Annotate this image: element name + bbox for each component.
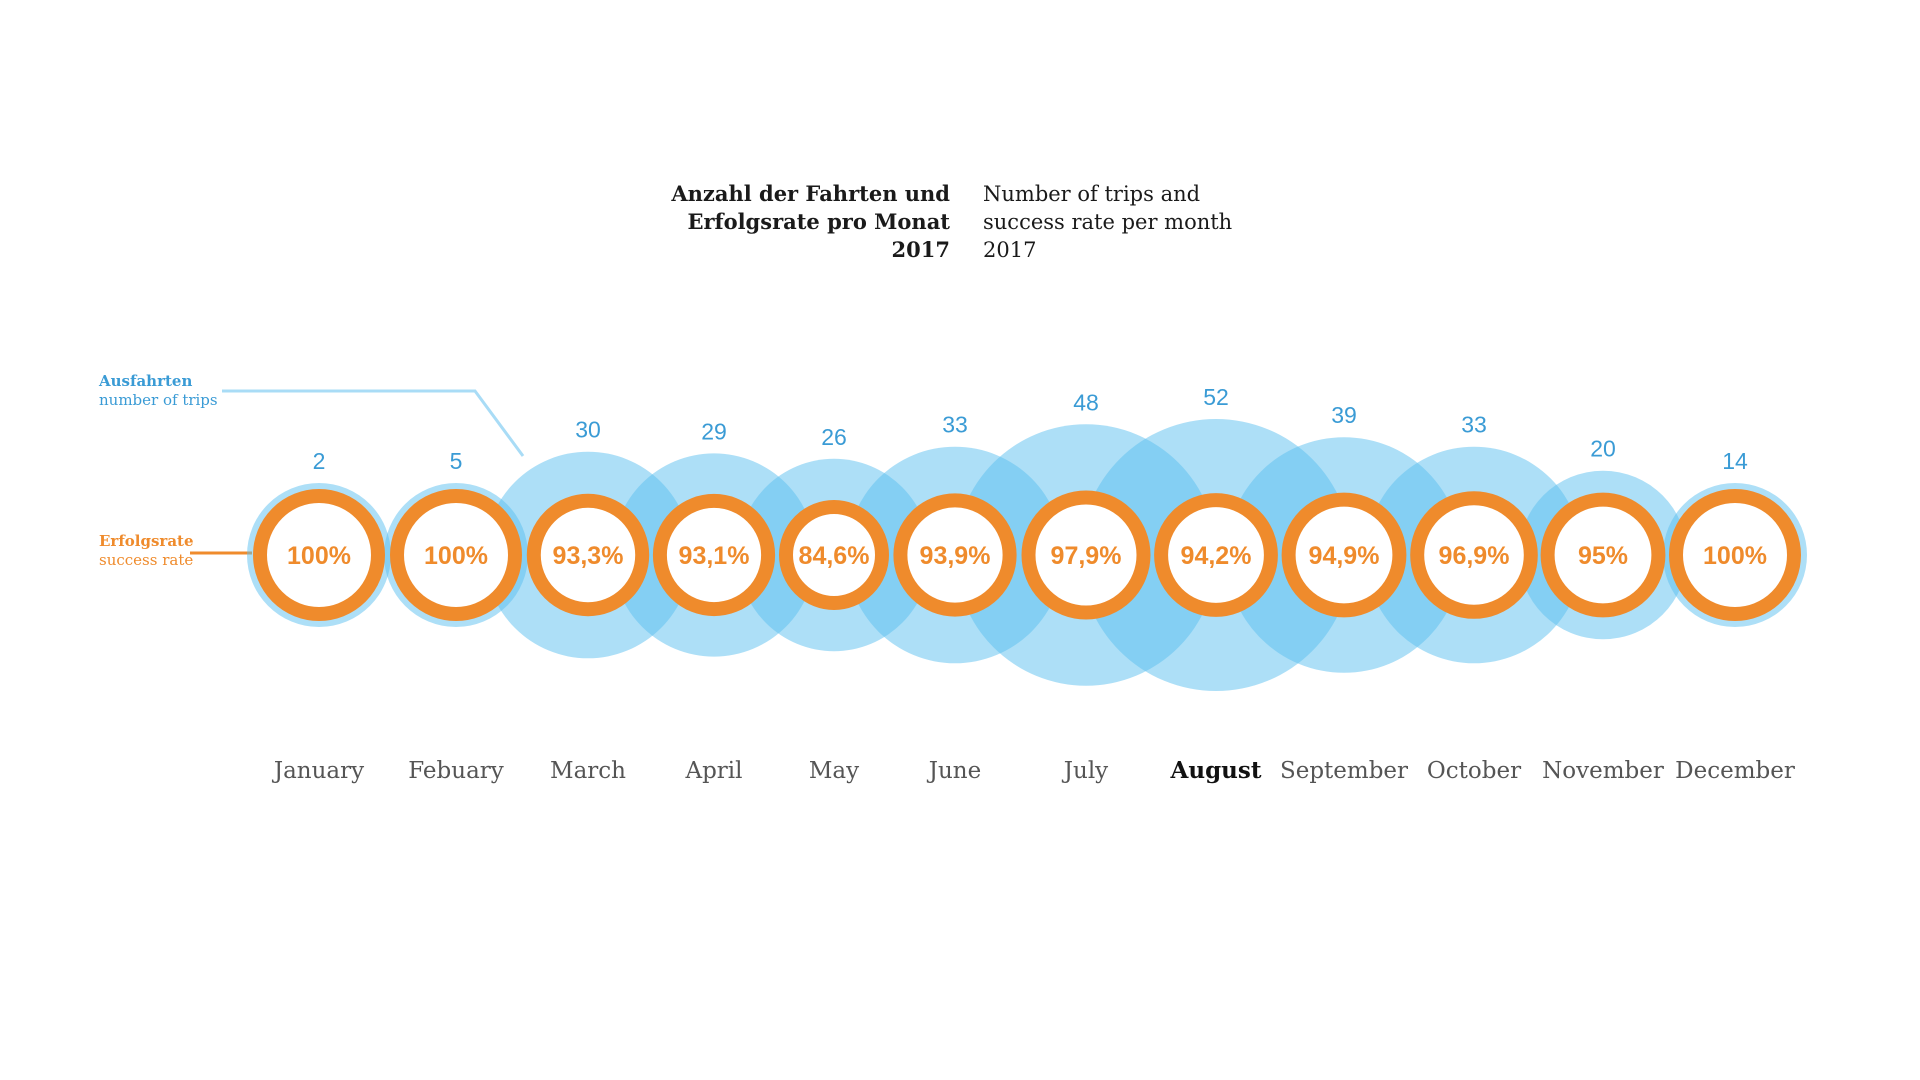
month-label-january: January <box>272 758 364 784</box>
rate-ring-november <box>1540 492 1666 618</box>
legend-leader-lines <box>190 389 525 555</box>
month-label-april: April <box>684 758 742 784</box>
trip-count-april: 29 <box>701 418 727 444</box>
month-label-march: March <box>550 758 626 784</box>
rate-value-june: 93,9% <box>920 542 991 570</box>
legend-trips: Ausfahrten number of trips <box>99 372 218 410</box>
legend-rate-en: success rate <box>99 551 194 569</box>
month-label-november: November <box>1542 758 1664 784</box>
trip-count-august: 52 <box>1203 384 1229 410</box>
rate-ring-december <box>1669 489 1801 621</box>
month-label-december: December <box>1675 758 1795 784</box>
trip-count-december: 14 <box>1722 448 1748 474</box>
rate-value-october: 96,9% <box>1439 542 1510 570</box>
rate-ring-october <box>1410 491 1538 619</box>
rate-labels: 100% 100% 93,3% 93,1% 84,6% 93,9% 97,9% 94,2% 94… <box>287 542 1767 570</box>
rate-ring-march <box>526 493 650 617</box>
month-label-june: June <box>927 758 981 784</box>
rate-value-september: 94,9% <box>1309 542 1380 570</box>
rate-value-febuary: 100% <box>424 542 488 570</box>
month-label-august: August <box>1170 757 1262 784</box>
rate-ring-september <box>1281 492 1407 618</box>
trip-count-march: 30 <box>575 417 601 443</box>
rate-value-august: 94,2% <box>1181 542 1252 570</box>
rate-ring-july <box>1021 490 1151 620</box>
trip-labels: 2 5 30 29 26 33 48 52 39 33 20 14 <box>313 384 1748 474</box>
rate-ring-april <box>652 493 776 617</box>
trip-count-july: 48 <box>1073 389 1099 415</box>
rate-value-march: 93,3% <box>553 542 624 570</box>
rate-rings <box>253 489 1801 621</box>
legend-trips-en: number of trips <box>99 391 218 409</box>
trip-count-june: 33 <box>942 412 968 438</box>
trip-count-may: 26 <box>821 424 847 450</box>
trip-count-febuary: 5 <box>450 448 463 474</box>
rate-ring-august <box>1154 493 1278 617</box>
rate-value-november: 95% <box>1578 542 1628 570</box>
chart-title-english: Number of trips and success rate per mon… <box>983 182 1233 262</box>
trip-count-november: 20 <box>1590 436 1616 462</box>
rate-value-january: 100% <box>287 542 351 570</box>
rate-ring-febuary <box>390 489 522 621</box>
rate-value-december: 100% <box>1703 542 1767 570</box>
month-label-october: October <box>1427 758 1521 784</box>
rate-ring-january <box>253 489 385 621</box>
rate-value-may: 84,6% <box>799 542 870 570</box>
month-labels: January Febuary March April May June July Augus… <box>272 757 1795 784</box>
month-label-september: September <box>1280 758 1408 784</box>
rate-ring-june <box>893 493 1017 617</box>
month-label-febuary: Febuary <box>408 758 504 784</box>
month-label-may: May <box>809 758 859 784</box>
legend-trips-de: Ausfahrten <box>99 372 193 390</box>
rate-value-july: 97,9% <box>1051 542 1122 570</box>
legend-rate: Erfolgsrate success rate <box>99 532 194 570</box>
trip-count-january: 2 <box>313 448 326 474</box>
rate-value-april: 93,1% <box>679 542 750 570</box>
trip-count-october: 33 <box>1461 412 1487 438</box>
trips-leader-line <box>222 389 525 457</box>
month-label-july: July <box>1062 758 1108 784</box>
chart-title-german: Anzahl der Fahrten und Erfolgsrate pro M… <box>671 181 950 262</box>
trip-count-september: 39 <box>1331 402 1357 428</box>
rate-ring-may <box>779 500 889 610</box>
legend-rate-de: Erfolgsrate <box>99 532 194 550</box>
